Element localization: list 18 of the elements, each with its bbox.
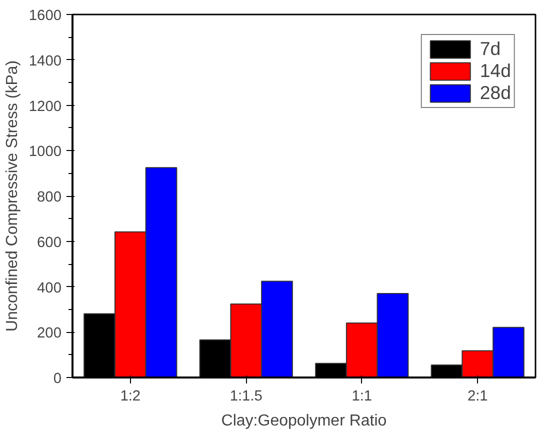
legend-label: 28d bbox=[480, 82, 511, 104]
y-tick-label: 1000 bbox=[28, 144, 62, 160]
x-tick-label: 1:2 bbox=[120, 388, 141, 404]
y-axis-title: Unconfined Compressive Stress (kPa) bbox=[4, 60, 21, 332]
y-tick-label: 1200 bbox=[28, 98, 62, 115]
legend-label: 7d bbox=[480, 38, 501, 60]
x-axis-title: Clay:Geopolymer Ratio bbox=[221, 412, 387, 430]
x-tick-label: 1:1 bbox=[352, 388, 372, 404]
y-tick-label: 200 bbox=[37, 326, 62, 342]
y-tick-label: 600 bbox=[37, 234, 62, 251]
y-tick-label: 400 bbox=[37, 280, 62, 296]
y-tick-label: 800 bbox=[37, 190, 62, 206]
y-tick-label: 1400 bbox=[28, 53, 62, 70]
x-tick-label: 1:1.5 bbox=[230, 388, 262, 404]
legend-label: 14d bbox=[480, 60, 511, 82]
y-tick-label: 0 bbox=[53, 371, 62, 387]
y-tick-label: 1600 bbox=[28, 8, 62, 24]
x-tick-label: 2:1 bbox=[467, 388, 488, 404]
